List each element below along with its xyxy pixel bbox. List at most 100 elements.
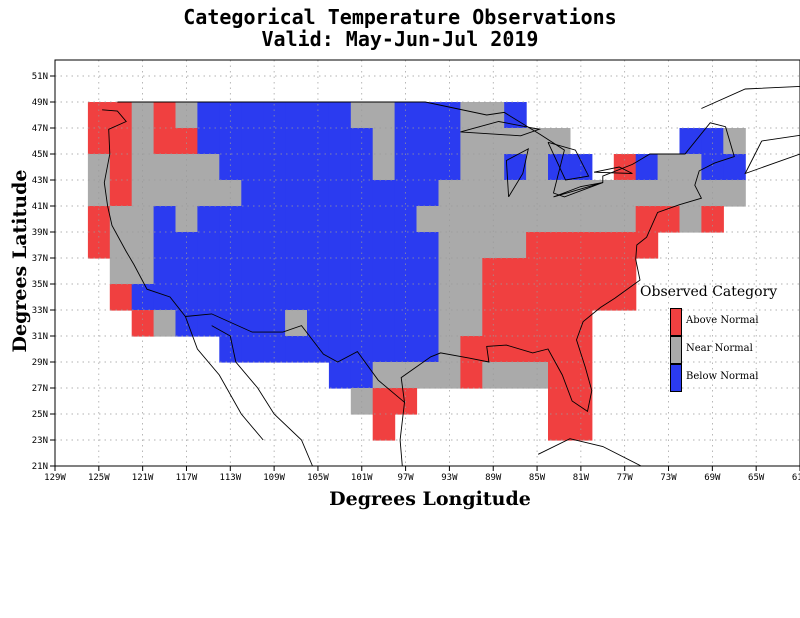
map-cell: [175, 310, 198, 337]
map-cell: [350, 206, 374, 233]
map-cell: [109, 180, 133, 207]
map-cell: [569, 310, 593, 337]
y-tick-label: 31N: [32, 332, 48, 342]
coastline: [184, 316, 264, 441]
map-cell: [460, 310, 483, 337]
map-cell: [263, 258, 286, 285]
map-cell: [153, 258, 177, 285]
map-cell: [241, 336, 264, 363]
map-cell: [328, 310, 352, 337]
map-cell: [372, 258, 396, 285]
map-cell: [372, 102, 396, 129]
map-cell: [548, 336, 571, 363]
map-cell: [504, 206, 527, 233]
map-cell: [591, 232, 615, 259]
map-cell: [87, 128, 111, 155]
map-cell: [153, 128, 177, 155]
map-cell: [285, 232, 308, 259]
map-cell: [285, 206, 308, 233]
map-cell: [701, 154, 724, 181]
y-tick-labels: 51N 49N 47N 45N 43N 41N 39N 37N 35N 33N 31N 29N 27N 2…: [32, 72, 55, 472]
map-cell: [350, 258, 374, 285]
x-tick-label: 129W: [44, 473, 66, 483]
map-cell: [197, 284, 220, 311]
map-cell: [350, 310, 374, 337]
map-cell: [197, 310, 220, 337]
x-tick-label: 109W: [263, 473, 285, 483]
map-cell: [438, 154, 461, 181]
map-cell: [197, 180, 220, 207]
x-tick-label: 121W: [132, 473, 154, 483]
map-cell: [109, 232, 133, 259]
map-cell: [679, 206, 702, 233]
map-cell: [197, 206, 220, 233]
map-cell: [548, 180, 571, 207]
y-tick-label: 37N: [32, 254, 48, 264]
map-cell: [285, 102, 308, 129]
map-cell: [131, 128, 155, 155]
map-cell: [263, 336, 286, 363]
y-tick-label: 25N: [32, 410, 48, 420]
map-cell: [285, 128, 308, 155]
map-cell: [569, 206, 593, 233]
map-cell: [569, 362, 593, 389]
y-tick-label: 27N: [32, 384, 48, 394]
map-cell: [504, 180, 527, 207]
y-tick-label: 43N: [32, 176, 48, 186]
map-cell: [438, 336, 461, 363]
map-cell: [241, 310, 264, 337]
y-tick-label: 29N: [32, 358, 48, 368]
map-cell: [328, 284, 352, 311]
map-cell: [109, 206, 133, 233]
map-cell: [372, 414, 396, 441]
map-cell: [416, 102, 439, 129]
map-cell: [460, 206, 483, 233]
map-cell: [416, 128, 439, 155]
map-cell: [328, 362, 352, 389]
map-cell: [569, 232, 593, 259]
coastline: [399, 402, 405, 467]
coastline: [553, 182, 603, 198]
map-cell: [307, 206, 330, 233]
map-cell: [241, 206, 264, 233]
map-cell: [350, 336, 374, 363]
y-tick-label: 49N: [32, 98, 48, 108]
map-cell: [372, 388, 396, 415]
map-cell: [548, 362, 571, 389]
map-cell: [504, 232, 527, 259]
map-cell: [307, 310, 330, 337]
map-cell: [87, 206, 111, 233]
map-cell: [438, 258, 461, 285]
coastline: [547, 141, 590, 181]
map-cell: [394, 336, 418, 363]
x-tick-label: 81W: [573, 473, 590, 483]
coastline: [102, 101, 735, 413]
map-cell: [613, 258, 637, 285]
map-cell: [548, 206, 571, 233]
map-cell: [307, 336, 330, 363]
map-cell: [438, 232, 461, 259]
map-cell: [394, 128, 418, 155]
map-cell: [482, 232, 505, 259]
map-cell: [219, 232, 242, 259]
map-cell: [438, 362, 461, 389]
chart-subtitle: Valid: May-Jun-Jul 2019: [261, 27, 539, 51]
coastline: [744, 134, 800, 175]
map-cell: [285, 310, 308, 337]
map-cell: [460, 336, 483, 363]
map-cell: [372, 362, 396, 389]
y-tick-label: 51N: [32, 72, 48, 82]
x-tick-label: 117W: [176, 473, 198, 483]
chart-title: Categorical Temperature Observations: [183, 5, 617, 29]
map-cell: [526, 232, 549, 259]
map-cell: [263, 154, 286, 181]
map-cell: [241, 284, 264, 311]
map-cell: [504, 154, 527, 181]
map-cell: [548, 128, 571, 155]
x-tick-label: 101W: [351, 473, 373, 483]
map-cell: [372, 284, 396, 311]
map-cell: [197, 128, 220, 155]
map-cell: [109, 154, 133, 181]
map-cell: [460, 102, 483, 129]
map-cell: [482, 310, 505, 337]
